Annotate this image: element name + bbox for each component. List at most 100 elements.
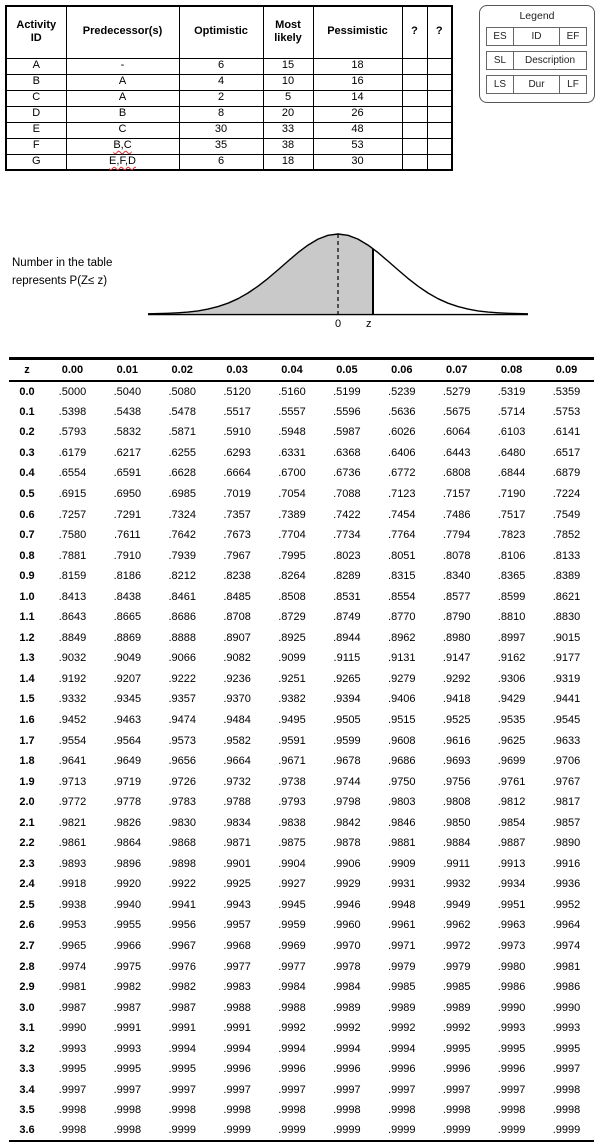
probability-cell: .9922 [168, 878, 196, 891]
probability-cell: .6844 [497, 467, 526, 480]
probability-cell: .9821 [58, 816, 87, 829]
probability-cell: .9966 [113, 940, 142, 953]
z-value-cell: 0.8 [19, 549, 35, 562]
probability-cell: .9994 [278, 1042, 306, 1055]
probability-cell: .9993 [552, 1022, 581, 1035]
probability-cell: .9505 [333, 714, 361, 727]
z-value-cell: 0.6 [19, 508, 35, 521]
activity-header-cell: Optimistic [178, 5, 264, 59]
activity-cell [401, 137, 428, 155]
probability-cell: .9032 [58, 652, 87, 665]
probability-cell: .9525 [442, 714, 471, 727]
probability-cell: .9995 [58, 1063, 87, 1076]
probability-cell: .9812 [497, 796, 526, 809]
probability-cell: .9495 [278, 714, 306, 727]
probability-cell: .9996 [278, 1063, 306, 1076]
probability-cell: .9767 [552, 775, 581, 788]
probability-cell: .9756 [442, 775, 471, 788]
probability-cell: .7852 [552, 529, 581, 542]
z-value-cell: 0.5 [19, 488, 35, 500]
z-table-header-cell: 0.01 [99, 358, 155, 382]
probability-cell: .7764 [388, 529, 416, 542]
z-value-cell: 2.4 [19, 878, 35, 891]
probability-cell: .9382 [278, 693, 306, 706]
probability-cell: .9265 [333, 672, 361, 685]
probability-cell: .6879 [552, 467, 581, 480]
z-value-cell: 2.9 [19, 981, 35, 994]
z-table-row: 0.2 .5793 .5832 .5871 .5910 .5948 .5987 .6026 .6… [9, 422, 594, 443]
probability-cell: .9357 [168, 693, 196, 706]
probability-cell: .9990 [552, 1001, 581, 1014]
probability-cell: .5910 [223, 426, 251, 439]
activity-table-body: A -6 15 18 B A 4 10 16 C A 2 5 14 D B 8 20 26 E C 30 33 48 F B,C 3… [5, 57, 453, 171]
probability-cell: .9881 [388, 837, 416, 850]
z-value-cell: 1.4 [19, 672, 35, 685]
probability-cell: .9699 [497, 755, 526, 768]
activity-cell [426, 137, 453, 155]
probability-cell: .8159 [58, 570, 87, 583]
legend-cell: LS [486, 75, 514, 94]
probability-cell: .9066 [168, 652, 196, 665]
probability-cell: .9995 [168, 1063, 196, 1076]
activity-cell: F [5, 137, 67, 155]
activity-cell: 30 [312, 153, 403, 171]
z-table-body: 0.0 .5000 .5040 .5080 .5120 .5160 .5199 .5239 .5… [9, 381, 594, 1141]
activity-cell [426, 105, 453, 123]
probability-cell: .9992 [388, 1022, 416, 1035]
activity-cell: 4 [178, 73, 264, 91]
z-table-header-cell: z [9, 358, 45, 382]
probability-cell: .5557 [278, 405, 306, 418]
activity-cell [401, 121, 428, 139]
probability-cell: .8023 [333, 549, 361, 562]
probability-cell: .9906 [333, 857, 361, 870]
z-table-row: 1.1 .8643 .8665 .8686 .8708 .8729 .8749 .8770 .8… [9, 607, 594, 628]
probability-cell: .9861 [58, 837, 87, 850]
probability-cell: .9940 [113, 898, 142, 911]
z-table-row: 2.8 .9974 .9975 .9976 .9977 .9977 .9978 .9979 .9… [9, 956, 594, 977]
probability-cell: .9564 [113, 734, 142, 747]
z-table-row: 2.1 .9821 .9826 .9830 .9834 .9838 .9842 .9846 .9… [9, 812, 594, 833]
probability-cell: .9985 [442, 981, 471, 994]
probability-cell: .9535 [497, 714, 526, 727]
probability-cell: .7257 [58, 508, 87, 521]
probability-cell: .9972 [442, 940, 471, 953]
activity-cell [401, 153, 428, 171]
probability-cell: .9992 [278, 1022, 306, 1035]
z-value-cell: 3.1 [19, 1022, 35, 1035]
probability-cell: .9987 [168, 1001, 196, 1014]
top-section: Activity ID Predecessor(s) Optimistic Most … [0, 0, 603, 171]
probability-cell: .9953 [58, 919, 87, 932]
probability-cell: .9987 [113, 1001, 142, 1014]
probability-cell: .9463 [113, 714, 142, 727]
probability-cell: .9979 [388, 960, 416, 973]
z-value-cell: 2.7 [19, 940, 35, 953]
z-table-row: 0.5 .6915 .6950 .6985 .7019 .7054 .7088 .7123 .7… [9, 484, 594, 505]
z-table-row: 2.2 .9861 .9864 .9868 .9871 .9875 .9878 .9881 .9… [9, 833, 594, 854]
probability-cell: .9911 [443, 857, 471, 870]
probability-cell: .8289 [333, 570, 361, 583]
probability-cell: .9978 [333, 960, 361, 973]
activity-cell: B [65, 105, 180, 123]
probability-cell: .9599 [333, 734, 361, 747]
z-axis-label: z [366, 318, 372, 330]
probability-cell: .7486 [442, 508, 471, 521]
probability-cell: .8461 [168, 590, 196, 603]
probability-cell: .8849 [58, 631, 87, 644]
activity-cell: 2 [178, 89, 264, 107]
activity-cell: D [5, 105, 67, 123]
activity-cell: A [5, 57, 67, 75]
probability-cell: .7357 [223, 508, 251, 521]
probability-cell: .9817 [552, 796, 581, 809]
activity-cell: 33 [262, 121, 314, 139]
probability-cell: .9995 [552, 1042, 581, 1055]
z-table-header-row: z 0.00 0.01 0.02 0.03 0.04 0.05 0.06 0.07 0.08 0.0… [9, 358, 594, 382]
activity-cell: 30 [178, 121, 264, 139]
activity-header-cell: Predecessor(s) [65, 5, 180, 59]
legend-cell: ES [486, 27, 514, 46]
probability-cell: .9963 [497, 919, 526, 932]
probability-cell: .5793 [58, 426, 87, 439]
probability-cell: .6406 [388, 446, 416, 459]
activity-table-header-row: Activity ID Predecessor(s) Optimistic Most … [5, 5, 453, 59]
probability-cell: .9969 [278, 940, 306, 953]
probability-cell: .5753 [552, 405, 581, 418]
